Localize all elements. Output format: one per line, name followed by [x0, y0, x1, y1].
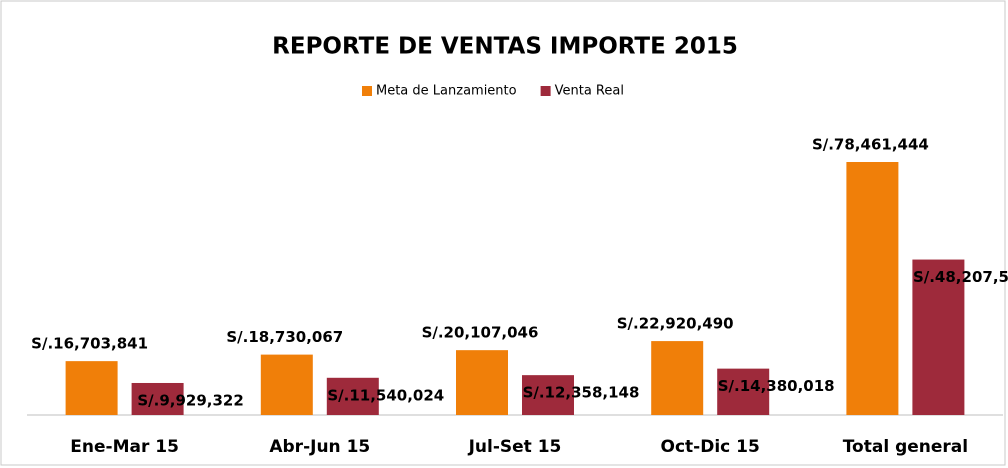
bar: [456, 350, 508, 415]
bar: [522, 375, 574, 415]
value-label: S/.14,380,018: [718, 377, 835, 395]
chart-title: REPORTE DE VENTAS IMPORTE 2015: [272, 34, 738, 60]
value-label: S/.48,207,512: [913, 268, 1008, 286]
bar: [131, 382, 184, 415]
x-tick-label: Oct-Dic 15: [661, 437, 760, 457]
bar: [65, 361, 118, 415]
bar: [326, 377, 379, 415]
value-label: S/.18,730,067: [226, 328, 343, 346]
legend-swatch: [362, 86, 372, 96]
value-label: S/.22,920,490: [617, 315, 734, 333]
value-label: S/.20,107,046: [422, 324, 539, 342]
legend-swatch: [540, 86, 551, 96]
bar: [260, 354, 313, 415]
x-tick-label: Ene-Mar 15: [70, 437, 179, 457]
value-label: S/.12,358,148: [523, 384, 640, 402]
legend-label: Meta de Lanzamiento: [376, 84, 517, 99]
value-label: S/.78,461,444: [812, 136, 929, 154]
x-tick-label: Abr-Jun 15: [269, 437, 370, 457]
bar: [651, 341, 704, 415]
x-tick-label: Jul-Set 15: [468, 437, 562, 457]
bar: [912, 259, 965, 415]
value-label: S/.11,540,024: [327, 386, 444, 404]
bar: [717, 368, 770, 415]
bar: [846, 162, 899, 415]
x-tick-label: Total general: [843, 437, 968, 457]
value-label: S/.16,703,841: [31, 335, 148, 353]
legend-label: Venta Real: [555, 84, 624, 99]
value-label: S/.9,929,322: [137, 391, 243, 409]
